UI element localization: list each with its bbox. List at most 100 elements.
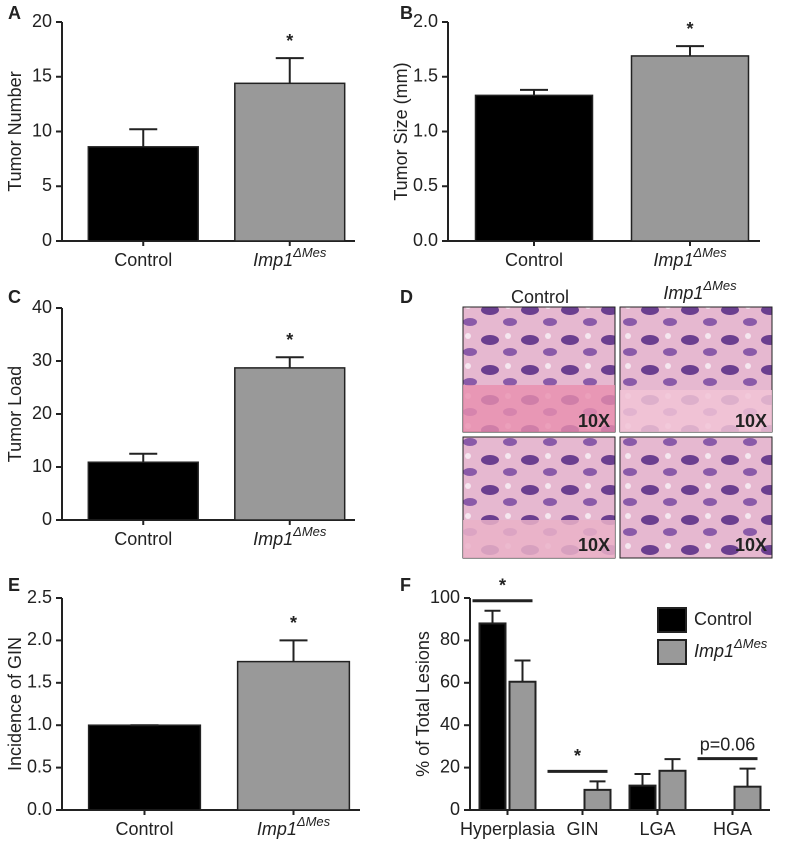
error-bar <box>275 356 304 368</box>
y-tick-label: 20 <box>32 403 52 423</box>
bar <box>478 622 507 811</box>
y-tick-label: 1.0 <box>27 714 52 734</box>
y-tick-label: 5 <box>42 175 52 195</box>
y-tick-label: 60 <box>440 672 460 692</box>
y-tick-label: 0.0 <box>413 230 438 250</box>
significance: * <box>686 19 693 39</box>
error-bar <box>520 88 548 96</box>
error-bar <box>514 659 531 682</box>
bar <box>583 788 612 811</box>
y-tick-label: 0 <box>42 509 52 529</box>
y-axis-title: % of Total Lesions <box>413 631 433 777</box>
y-axis-title: Incidence of GIN <box>5 637 25 771</box>
legend-swatch <box>657 639 687 665</box>
error-bar <box>129 452 158 463</box>
y-tick-label: 20 <box>440 756 460 776</box>
panel-letter: C <box>8 287 21 307</box>
legend-label: Control <box>694 609 752 629</box>
error-bar <box>739 767 756 787</box>
y-tick-label: 80 <box>440 629 460 649</box>
significance: * <box>574 746 581 766</box>
y-tick-label: 0.5 <box>413 175 438 195</box>
bar <box>733 785 762 811</box>
panel-letter: E <box>8 575 20 595</box>
column-label: Imp1ΔMes <box>663 278 737 302</box>
legend-swatch <box>657 607 687 633</box>
bar <box>508 680 537 811</box>
y-tick-label: 0.5 <box>27 756 52 776</box>
micrograph-layer <box>463 520 615 558</box>
panel-letter: D <box>400 287 413 307</box>
y-tick-label: 1.0 <box>413 120 438 140</box>
y-tick-label: 40 <box>440 714 460 734</box>
error-bar <box>676 45 704 56</box>
y-tick-label: 1.5 <box>413 66 438 86</box>
significance: * <box>286 31 293 51</box>
column-label: Control <box>511 287 569 307</box>
bar <box>234 367 346 521</box>
y-tick-label: 0 <box>450 799 460 819</box>
x-tick-label: Control <box>114 529 172 549</box>
micrograph-layer <box>463 385 615 432</box>
y-tick-label: 10 <box>32 120 52 140</box>
y-axis-title: Tumor Number <box>5 71 25 191</box>
x-tick-label: Control <box>505 250 563 270</box>
error-bar <box>634 772 651 786</box>
magnification: 10X <box>735 535 767 555</box>
legend-label: Imp1ΔMes <box>694 636 768 660</box>
error-bar <box>275 57 304 84</box>
bar <box>236 660 351 811</box>
y-tick-label: 1.5 <box>27 672 52 692</box>
x-tick-label: LGA <box>639 819 675 839</box>
y-tick-label: 20 <box>32 11 52 31</box>
bar <box>87 724 202 811</box>
bar <box>87 461 199 521</box>
bar <box>474 94 594 242</box>
chart-panel: B Tumor Size (mm) 0.0 0.5 1.0 1.5 2.0 Control Im… <box>391 3 760 270</box>
error-bar <box>129 128 158 147</box>
x-tick-label: Imp1ΔMes <box>257 814 331 838</box>
y-tick-label: 2.0 <box>413 11 438 31</box>
significance: * <box>499 575 506 595</box>
x-tick-label: Control <box>114 250 172 270</box>
chart-panel: C Tumor Load 0 10 20 30 40 Control Imp1ΔMes * <box>5 287 355 549</box>
x-tick-label: Imp1ΔMes <box>253 245 327 269</box>
bar <box>658 769 687 812</box>
chart-panel: E Incidence of GIN 0.0 0.5 1.0 1.5 2.0 2.5 Contr… <box>5 575 360 839</box>
chart-panel: F % of Total Lesions 0 20 40 60 80 100 Hyperplas… <box>400 575 770 839</box>
micrograph-layer <box>620 390 772 432</box>
micrograph <box>619 436 773 559</box>
bar <box>628 784 657 811</box>
error-bar <box>484 609 501 624</box>
bar <box>87 146 199 242</box>
error-bar <box>664 758 681 771</box>
x-tick-label: GIN <box>566 819 598 839</box>
y-axis-title: Tumor Size (mm) <box>391 62 411 200</box>
significance: p=0.06 <box>700 734 756 754</box>
y-tick-label: 40 <box>32 297 52 317</box>
panel-letter: F <box>400 575 411 595</box>
error-bar <box>589 780 606 790</box>
significance: * <box>286 330 293 350</box>
y-tick-label: 2.0 <box>27 629 52 649</box>
error-bar <box>279 639 308 662</box>
bar <box>630 55 750 242</box>
significance: * <box>290 613 297 633</box>
x-tick-label: Imp1ΔMes <box>253 524 327 548</box>
magnification: 10X <box>578 411 610 431</box>
chart-panel: A Tumor Number 0 5 10 15 20 Control Imp1ΔMes * <box>5 3 355 270</box>
y-axis-title: Tumor Load <box>5 366 25 462</box>
y-tick-label: 30 <box>32 350 52 370</box>
y-tick-label: 10 <box>32 456 52 476</box>
y-tick-label: 0 <box>42 230 52 250</box>
x-tick-label: Control <box>115 819 173 839</box>
bar <box>234 82 346 242</box>
x-tick-label: Imp1ΔMes <box>653 245 727 269</box>
histology-panel: D Control Imp1ΔMes 10X 10X 10X 10X <box>400 278 773 559</box>
y-tick-label: 0.0 <box>27 799 52 819</box>
x-tick-label: Hyperplasia <box>460 819 556 839</box>
panel-letter: B <box>400 3 413 23</box>
y-tick-label: 15 <box>32 66 52 86</box>
y-tick-label: 2.5 <box>27 587 52 607</box>
